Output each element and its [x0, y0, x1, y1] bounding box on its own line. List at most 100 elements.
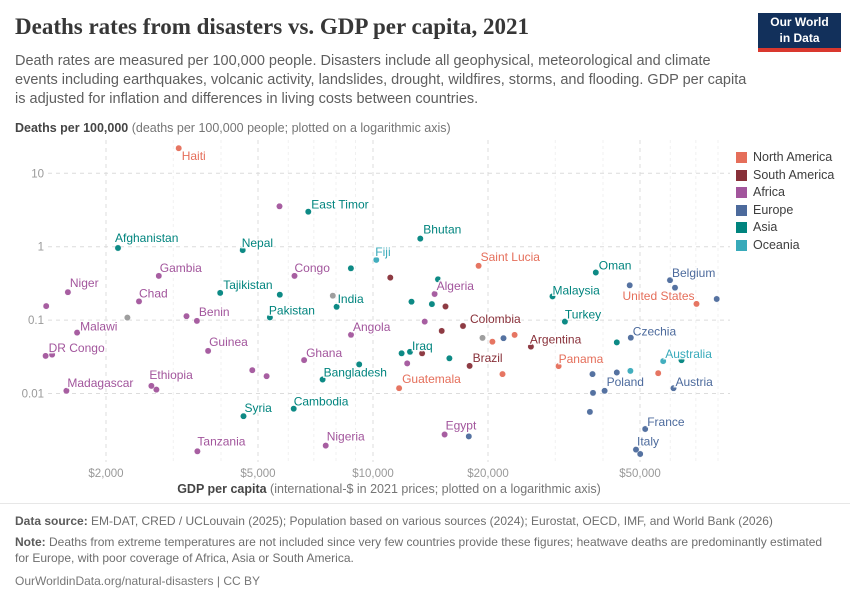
data-point-egypt[interactable]	[441, 431, 449, 438]
data-point[interactable]	[403, 359, 411, 367]
scatter-chart-canvas[interactable]: $2,000 $5,000 $10,000 $20,000 $50,000 10 1 0.1 0…	[0, 0, 850, 505]
country-label-india[interactable]: India	[336, 290, 365, 307]
data-point-madagascar[interactable]	[62, 387, 70, 395]
country-label-oman[interactable]: Oman	[597, 257, 633, 274]
data-point[interactable]	[589, 389, 597, 397]
country-label-france[interactable]: France	[646, 414, 687, 431]
country-label-afghanistan[interactable]: Afghanistan	[114, 230, 180, 247]
data-point[interactable]	[613, 369, 621, 376]
data-point-france[interactable]	[641, 425, 649, 433]
data-point[interactable]	[626, 367, 634, 375]
data-point-benin[interactable]	[193, 317, 201, 325]
legend-item-oceania[interactable]: Oceania	[736, 238, 834, 253]
country-label-bhutan[interactable]: Bhutan	[422, 221, 463, 238]
country-label-malaysia[interactable]: Malaysia	[551, 282, 602, 299]
country-label-united-states[interactable]: United States	[621, 287, 696, 304]
data-point-dr-congo[interactable]	[42, 352, 50, 360]
country-label-colombia[interactable]: Colombia	[469, 311, 523, 328]
legend-item-africa[interactable]: Africa	[736, 185, 834, 200]
data-point[interactable]	[626, 281, 634, 289]
data-point-tanzania[interactable]	[193, 447, 201, 455]
data-point-congo[interactable]	[291, 272, 298, 280]
country-label-dr-congo[interactable]: DR Congo	[47, 339, 106, 356]
data-point-bangladesh[interactable]	[319, 376, 327, 383]
data-point-poland[interactable]	[601, 387, 609, 395]
data-point[interactable]	[263, 372, 271, 380]
data-point-pakistan[interactable]	[266, 313, 274, 321]
country-label-iraq[interactable]: Iraq	[411, 337, 435, 354]
country-label-benin[interactable]: Benin	[197, 303, 231, 320]
country-label-nepal[interactable]: Nepal	[240, 235, 274, 252]
data-point[interactable]	[654, 369, 662, 377]
country-label-guatemala[interactable]: Guatemala	[401, 371, 463, 388]
country-label-congo[interactable]: Congo	[293, 259, 332, 276]
data-point[interactable]	[329, 292, 337, 300]
country-label-austria[interactable]: Austria	[674, 374, 715, 391]
data-point[interactable]	[445, 354, 453, 362]
legend-item-south-america[interactable]: South America	[736, 168, 834, 183]
legend-item-asia[interactable]: Asia	[736, 220, 834, 235]
data-point[interactable]	[678, 356, 685, 364]
data-point-austria[interactable]	[670, 384, 677, 392]
data-point-haiti[interactable]	[175, 144, 183, 152]
country-label-poland[interactable]: Poland	[605, 373, 645, 390]
citation-link[interactable]: OurWorldinData.org/natural-disasters	[15, 574, 214, 588]
data-point[interactable]	[418, 349, 426, 357]
country-label-australia[interactable]: Australia	[664, 346, 714, 363]
data-point-ghana[interactable]	[300, 356, 308, 364]
country-label-panama[interactable]: Panama	[557, 351, 605, 368]
data-point-oman[interactable]	[592, 269, 600, 276]
country-label-madagascar[interactable]: Madagascar	[66, 374, 135, 391]
data-point[interactable]	[386, 274, 394, 282]
data-point-belgium[interactable]	[666, 276, 674, 284]
country-label-algeria[interactable]: Algeria	[435, 278, 476, 295]
data-point[interactable]	[123, 314, 131, 322]
data-point[interactable]	[589, 370, 596, 378]
owid-logo[interactable]: Our World in Data	[758, 13, 841, 52]
data-point[interactable]	[434, 275, 442, 283]
country-label-belgium[interactable]: Belgium	[671, 265, 717, 282]
data-point[interactable]	[442, 303, 449, 310]
data-point[interactable]	[355, 360, 363, 368]
data-point-east-timor[interactable]	[304, 208, 312, 216]
data-point-colombia[interactable]	[459, 322, 467, 330]
data-point-niger[interactable]	[64, 288, 72, 296]
data-point-malawi[interactable]	[73, 329, 81, 337]
data-point-italy[interactable]	[632, 446, 640, 454]
country-label-chad[interactable]: Chad	[138, 285, 170, 302]
data-point[interactable]	[499, 370, 506, 378]
legend-item-europe[interactable]: Europe	[736, 203, 834, 218]
data-point-turkey[interactable]	[561, 318, 569, 326]
data-point[interactable]	[713, 295, 721, 303]
country-label-turkey[interactable]: Turkey	[563, 306, 602, 323]
data-point-bhutan[interactable]	[416, 235, 424, 243]
data-point[interactable]	[408, 298, 415, 306]
data-point-australia[interactable]	[659, 357, 667, 365]
data-point-iraq[interactable]	[406, 348, 414, 356]
country-label-syria[interactable]: Syria	[243, 400, 274, 417]
data-point[interactable]	[500, 334, 507, 342]
data-point[interactable]	[511, 331, 519, 339]
data-point-india[interactable]	[333, 303, 341, 311]
data-point[interactable]	[465, 432, 473, 440]
country-label-ghana[interactable]: Ghana	[305, 345, 344, 362]
country-label-egypt[interactable]: Egypt	[444, 417, 478, 434]
data-point-gambia[interactable]	[155, 272, 163, 280]
data-point[interactable]	[347, 264, 355, 272]
country-label-nigeria[interactable]: Nigeria	[325, 428, 366, 445]
legend-item-north-america[interactable]: North America	[736, 150, 834, 165]
data-point[interactable]	[183, 312, 190, 320]
country-label-saint-lucia[interactable]: Saint Lucia	[479, 248, 542, 265]
country-label-italy[interactable]: Italy	[636, 433, 661, 450]
country-label-niger[interactable]: Niger	[68, 275, 100, 292]
data-point[interactable]	[586, 408, 594, 416]
country-label-czechia[interactable]: Czechia	[631, 323, 678, 340]
data-point-syria[interactable]	[240, 412, 247, 420]
data-point-czechia[interactable]	[627, 334, 635, 342]
data-point[interactable]	[479, 334, 486, 342]
data-point-ethiopia[interactable]	[147, 382, 155, 390]
data-point-panama[interactable]	[555, 362, 563, 370]
data-point-cambodia[interactable]	[290, 405, 298, 413]
data-point[interactable]	[248, 366, 256, 374]
data-point-united-states[interactable]	[693, 300, 700, 308]
